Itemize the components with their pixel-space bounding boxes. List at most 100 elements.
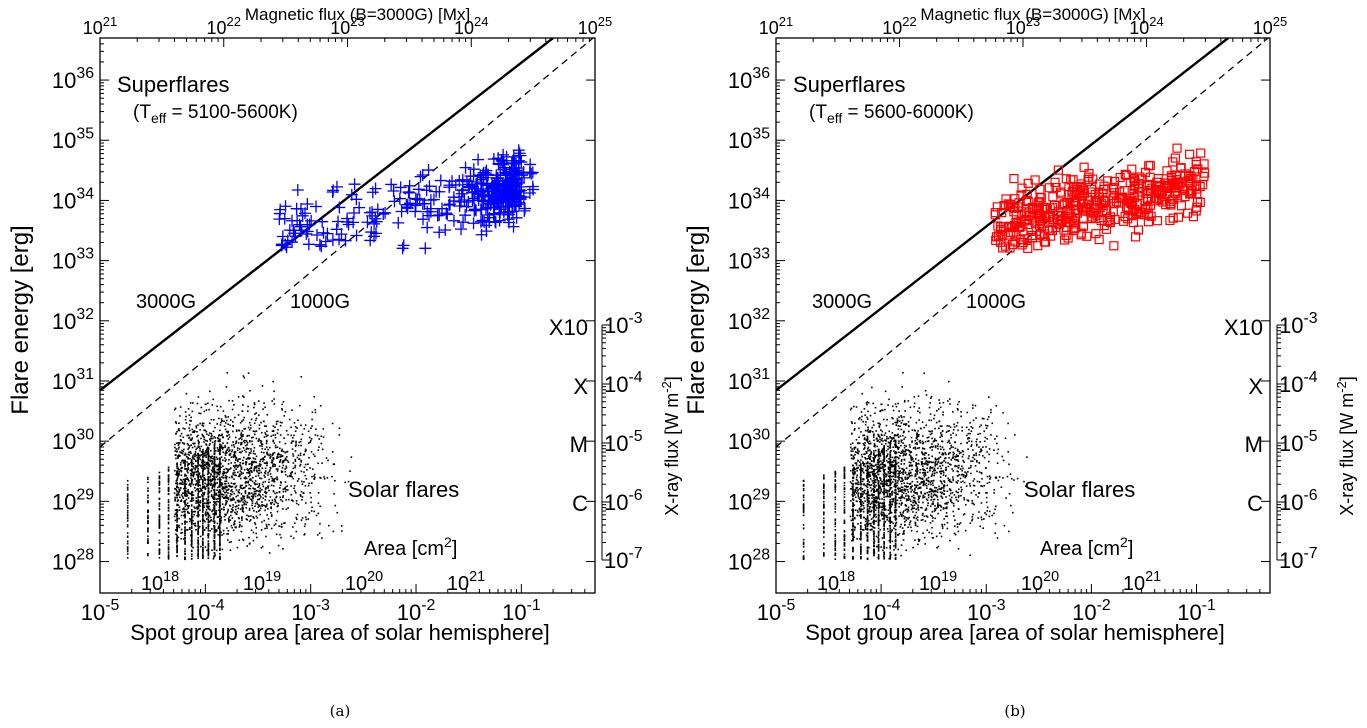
solar-flare-point <box>843 469 846 471</box>
solar-flare-point <box>866 558 869 561</box>
solar-flare-point <box>860 557 862 560</box>
solar-flare-point <box>823 520 825 522</box>
solar-flare-point <box>176 482 178 484</box>
solar-flare-point <box>873 510 875 513</box>
solar-flare-point <box>178 468 180 471</box>
solar-flare-point <box>179 406 182 408</box>
solar-flare-point <box>176 530 178 532</box>
solar-flare-point <box>261 483 264 486</box>
solar-flare-point <box>250 450 253 452</box>
solar-flare-point <box>222 410 225 412</box>
solar-flare-point <box>219 514 221 516</box>
solar-flare-point <box>258 469 261 472</box>
solar-flare-point <box>158 481 161 484</box>
solar-flare-point <box>207 536 210 539</box>
solar-flare-point <box>197 488 199 491</box>
solar-flare-point <box>843 535 846 537</box>
solar-flare-point <box>167 509 170 512</box>
solar-flare-point <box>271 465 274 468</box>
solar-flare-point <box>167 522 170 525</box>
solar-flare-point <box>276 456 279 459</box>
solar-flare-point <box>843 506 846 509</box>
solar-flare-point <box>241 435 244 438</box>
solar-flare-point <box>834 519 837 522</box>
solar-flare-point <box>271 454 274 457</box>
solar-flare-point <box>349 470 351 472</box>
solar-flare-point <box>231 449 234 451</box>
solar-flare-point <box>211 479 213 482</box>
solar-flare-point <box>883 532 885 534</box>
x-tick-label: 10-4 <box>862 597 901 625</box>
solar-flare-point <box>866 528 869 531</box>
superflare-point <box>333 233 346 246</box>
solar-flare-point <box>184 452 187 455</box>
solar-flare-point <box>308 512 311 514</box>
solar-flare-point <box>228 450 230 453</box>
solar-flare-point <box>252 495 255 498</box>
solar-flare-point <box>271 462 274 464</box>
superflare-point <box>347 207 360 220</box>
solar-flare-point <box>894 486 897 488</box>
solar-flare-point <box>241 509 244 511</box>
solar-flare-point <box>207 506 210 509</box>
solar-flare-point <box>294 430 297 433</box>
solar-flare-point <box>883 541 885 543</box>
solar-flare-point <box>197 531 199 534</box>
solar-flare-point <box>176 526 178 529</box>
solar-flare-point <box>197 549 199 551</box>
solar-flare-point <box>235 508 237 511</box>
solar-flare-point <box>190 545 193 548</box>
solar-flare-point <box>985 513 988 516</box>
solar-flare-point <box>147 510 149 513</box>
solar-flare-point <box>229 453 232 455</box>
solar-flare-point <box>213 537 216 539</box>
solar-flare-point <box>176 462 179 465</box>
solar-flare-point <box>218 467 220 470</box>
solar-flare-point <box>176 504 178 507</box>
solar-flare-point <box>834 525 837 528</box>
solar-flare-point <box>178 494 180 496</box>
solar-flare-point <box>331 451 334 453</box>
solar-flare-point <box>883 509 885 511</box>
solar-flare-point <box>275 519 278 522</box>
solar-flare-point <box>259 494 261 497</box>
solar-flare-point <box>126 535 129 538</box>
solar-flare-point <box>269 496 272 498</box>
solar-flare-point <box>264 495 267 497</box>
solar-flare-point <box>298 441 301 444</box>
solar-flare-point <box>213 525 215 527</box>
superflare-point <box>403 179 416 192</box>
solar-flare-point <box>180 432 183 435</box>
solar-flare-point <box>229 424 231 426</box>
solar-flare-point <box>185 422 188 424</box>
solar-flare-point <box>215 476 218 478</box>
solar-flare-point <box>272 480 275 482</box>
solar-flare-point <box>213 512 216 515</box>
solar-flare-point <box>220 515 222 518</box>
solar-flare-point <box>180 494 183 496</box>
solar-flare-point <box>210 484 212 487</box>
solar-flare-point <box>213 491 216 494</box>
solar-flare-point <box>279 459 282 461</box>
solar-flare-point <box>278 525 280 527</box>
solar-flare-point <box>834 537 837 540</box>
solar-flare-point <box>852 464 854 467</box>
solar-flare-point <box>197 463 199 465</box>
solar-flare-point <box>823 511 825 514</box>
solar-flare-point <box>285 430 288 432</box>
solar-flare-point <box>204 487 207 489</box>
solar-flare-point <box>207 532 210 535</box>
solar-flare-point <box>900 441 903 443</box>
solar-flare-point <box>273 398 275 400</box>
solar-flare-point <box>295 499 298 502</box>
solar-flare-point <box>197 481 199 483</box>
solar-flare-point <box>310 438 313 440</box>
solar-flare-point <box>297 444 300 447</box>
solar-flare-point <box>883 516 885 518</box>
solar-flare-point <box>176 486 178 489</box>
solar-flare-point <box>214 464 217 467</box>
solar-flare-point <box>877 455 880 458</box>
solar-flare-point <box>889 455 892 457</box>
solar-flare-point <box>307 463 309 465</box>
y-tick-label: 1028 <box>52 547 94 575</box>
